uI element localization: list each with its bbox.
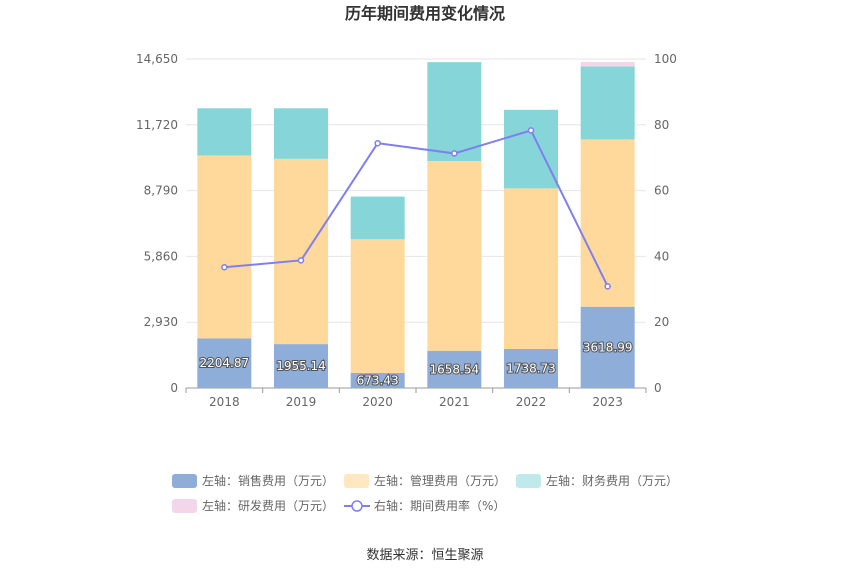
x-tick-label: 2019: [286, 395, 317, 409]
left-axis: 0 2,930 5,860 8,790 11,720 14,650: [136, 52, 178, 395]
bar-segment: [350, 239, 405, 373]
chart-title: 历年期间费用变化情况: [345, 4, 505, 23]
data-label: 673.43: [357, 373, 399, 387]
bar-segment: [274, 108, 328, 159]
bar-segment: [580, 66, 635, 140]
legend-item[interactable]: 左轴：销售费用（万元）: [172, 473, 334, 488]
left-tick-label: 8,790: [144, 184, 178, 198]
bar-segment: [274, 344, 328, 388]
right-tick-label: 0: [654, 381, 662, 395]
data-label: 1738.73: [506, 361, 556, 375]
legend-item[interactable]: 右轴：期间费用率（%）: [344, 498, 505, 513]
x-tick-label: 2022: [516, 395, 547, 409]
right-tick-label: 80: [654, 118, 669, 132]
left-tick-label: 14,650: [136, 52, 178, 66]
data-label: 1658.54: [430, 362, 480, 376]
line-point: [604, 283, 611, 290]
legend-item[interactable]: 左轴：财务费用（万元）: [516, 473, 678, 488]
legend-swatch-icon: [516, 474, 541, 488]
line-point: [451, 150, 458, 157]
legend-label: 左轴：销售费用（万元）: [202, 473, 334, 488]
bar-segment: [580, 61, 635, 67]
bar-segment: [350, 372, 405, 388]
data-label: 3618.99: [583, 340, 633, 354]
legend-label: 右轴：期间费用率（%）: [374, 498, 505, 513]
x-tick-label: 2023: [592, 395, 623, 409]
x-tick-label: 2020: [362, 395, 393, 409]
bar-segment: [197, 338, 252, 388]
legend-marker-icon: [351, 500, 363, 512]
bar-labels: 2204.87 1955.14 673.43 1658.54 1738.73 3618.9…: [199, 339, 634, 388]
right-tick-label: 20: [654, 315, 669, 329]
source-note: 数据来源：恒生聚源: [366, 548, 483, 563]
bar-segment: [504, 188, 558, 349]
right-tick-label: 100: [654, 52, 677, 66]
x-tick-label: 2018: [209, 395, 240, 409]
right-tick-label: 40: [654, 249, 669, 263]
left-tick-label: 11,720: [136, 118, 178, 132]
line-path: [224, 129, 609, 287]
line-point: [297, 257, 305, 264]
left-tick-label: 5,860: [144, 249, 178, 263]
data-label: 2204.87: [200, 356, 250, 370]
bar-segment: [274, 158, 328, 345]
line-point: [374, 139, 381, 147]
legend-label: 左轴：管理费用（万元）: [374, 473, 506, 488]
legend-swatch-icon: [344, 474, 369, 488]
legend-item[interactable]: 左轴：研发费用（万元）: [172, 498, 334, 513]
bar-segment: [504, 348, 558, 388]
bar-segment: [580, 139, 635, 307]
x-tick-label: 2021: [439, 395, 470, 409]
bar-segment: [427, 350, 482, 388]
line-series: [221, 127, 611, 290]
right-tick-label: 60: [654, 184, 669, 198]
bar-segment: [427, 160, 482, 351]
left-tick-label: 0: [170, 381, 178, 395]
bar-segment: [427, 62, 482, 161]
line-point: [527, 127, 535, 134]
right-axis: 0 20 40 60 80 100: [654, 52, 677, 395]
legend-swatch-icon: [172, 499, 197, 513]
legend-item[interactable]: 左轴：管理费用（万元）: [344, 473, 506, 488]
legend: 左轴：销售费用（万元） 左轴：管理费用（万元） 左轴：财务费用（万元） 左轴：研发费用…: [172, 473, 678, 513]
data-label: 1955.14: [276, 359, 326, 373]
legend-label: 左轴：财务费用（万元）: [546, 473, 678, 488]
legend-swatch-icon: [172, 474, 197, 488]
bar-segment: [580, 306, 635, 388]
line-point: [221, 264, 228, 271]
bar-segment: [197, 108, 252, 156]
legend-label: 左轴：研发费用（万元）: [202, 498, 334, 513]
left-tick-label: 2,930: [144, 315, 178, 329]
bar-segment: [197, 155, 252, 339]
bars: [197, 61, 635, 388]
x-axis: 2018 2019 2020 2021 2022 2023: [185, 388, 647, 409]
bar-segment: [504, 109, 558, 189]
bar-segment: [350, 196, 405, 240]
